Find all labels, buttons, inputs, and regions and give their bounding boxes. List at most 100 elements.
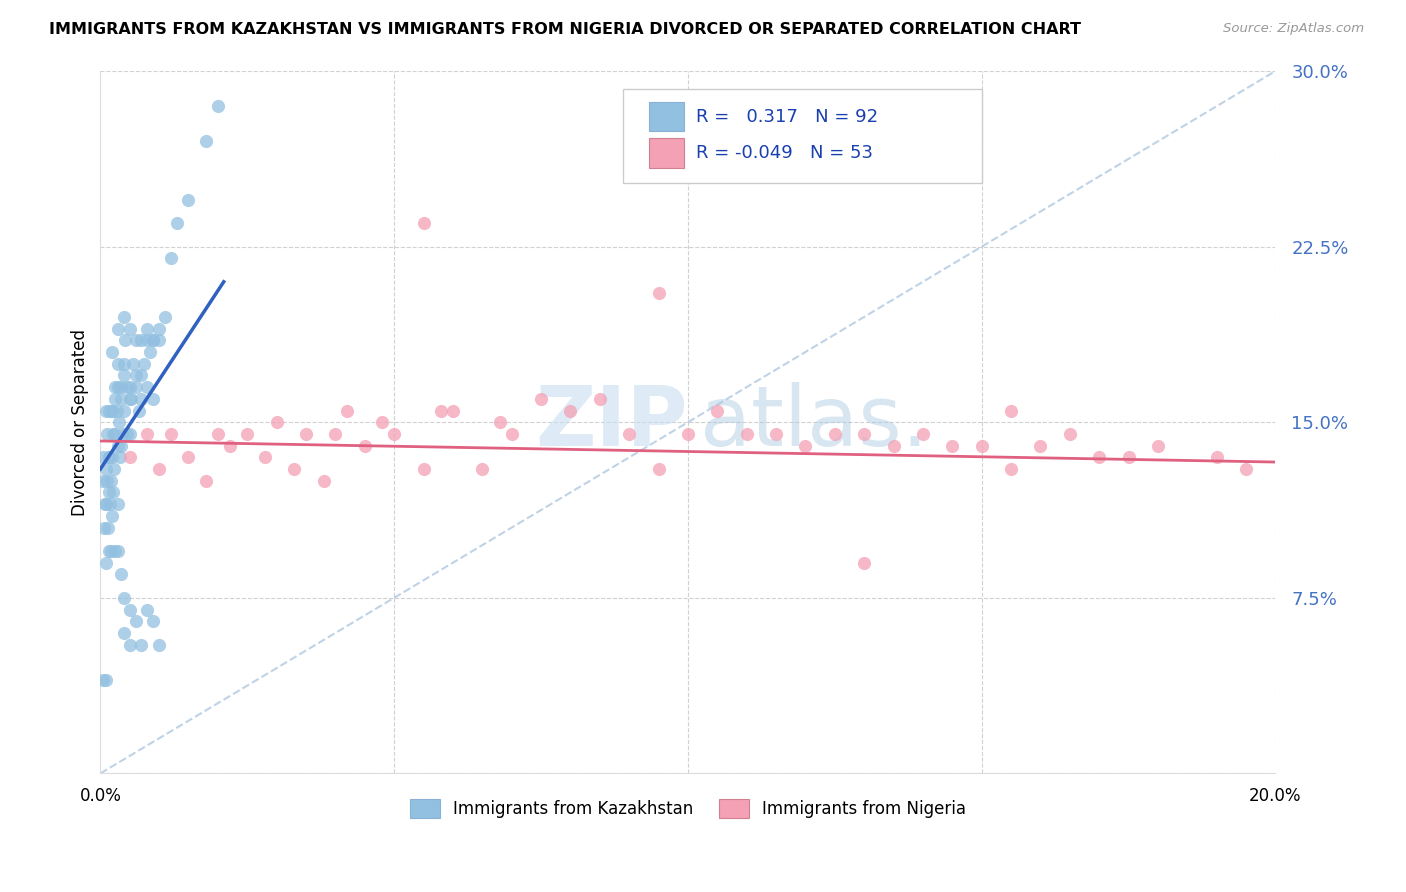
Point: [136, 426, 159, 441]
Point: [124, 380, 146, 394]
Point: [1059, 426, 1081, 441]
Point: [91, 474, 114, 488]
Legend: Immigrants from Kazakhstan, Immigrants from Nigeria: Immigrants from Kazakhstan, Immigrants f…: [404, 792, 973, 825]
Point: [530, 392, 553, 406]
Point: [765, 426, 787, 441]
Point: [195, 474, 218, 488]
Y-axis label: Divorced or Separated: Divorced or Separated: [72, 329, 89, 516]
Point: [735, 426, 758, 441]
Point: [647, 462, 669, 476]
Point: [114, 334, 136, 348]
Point: [98, 450, 121, 465]
Point: [166, 216, 188, 230]
Text: atlas.: atlas.: [700, 382, 928, 463]
Point: [312, 474, 335, 488]
FancyBboxPatch shape: [623, 88, 981, 184]
Point: [142, 334, 165, 348]
Point: [142, 614, 165, 628]
Point: [148, 334, 170, 348]
Point: [382, 426, 405, 441]
Point: [471, 462, 494, 476]
Point: [118, 426, 141, 441]
Point: [96, 426, 118, 441]
Point: [98, 450, 121, 465]
Point: [112, 368, 135, 383]
Point: [824, 426, 846, 441]
Point: [96, 556, 118, 570]
Point: [136, 602, 159, 616]
Point: [112, 591, 135, 605]
Point: [142, 392, 165, 406]
Point: [195, 134, 218, 148]
Point: [1000, 403, 1022, 417]
Point: [148, 638, 170, 652]
Point: [353, 439, 375, 453]
Point: [295, 426, 318, 441]
Point: [101, 403, 124, 417]
Point: [160, 426, 183, 441]
Point: [101, 450, 124, 465]
Point: [118, 392, 141, 406]
Point: [336, 403, 359, 417]
Point: [107, 357, 129, 371]
Point: [121, 357, 143, 371]
Point: [325, 426, 347, 441]
Point: [108, 415, 131, 429]
Point: [430, 403, 453, 417]
Point: [134, 357, 156, 371]
Point: [112, 310, 135, 324]
Point: [647, 286, 669, 301]
Text: Source: ZipAtlas.com: Source: ZipAtlas.com: [1223, 22, 1364, 36]
Point: [676, 426, 699, 441]
Point: [96, 403, 118, 417]
Point: [794, 439, 817, 453]
Point: [970, 439, 993, 453]
Point: [107, 497, 129, 511]
Point: [911, 426, 934, 441]
Point: [103, 462, 125, 476]
Point: [883, 439, 905, 453]
Point: [94, 497, 117, 511]
Point: [617, 426, 640, 441]
Point: [101, 508, 124, 523]
Point: [177, 450, 200, 465]
Point: [253, 450, 276, 465]
Point: [139, 345, 162, 359]
Point: [131, 368, 153, 383]
Point: [100, 474, 122, 488]
Point: [112, 626, 135, 640]
Point: [266, 415, 288, 429]
Point: [1088, 450, 1111, 465]
Point: [98, 485, 121, 500]
Point: [1029, 439, 1052, 453]
Point: [98, 497, 121, 511]
Point: [148, 462, 170, 476]
Point: [96, 474, 118, 488]
Point: [136, 380, 159, 394]
Point: [412, 216, 434, 230]
Point: [118, 638, 141, 652]
Point: [118, 380, 141, 394]
Point: [853, 426, 876, 441]
Point: [111, 426, 134, 441]
Text: IMMIGRANTS FROM KAZAKHSTAN VS IMMIGRANTS FROM NIGERIA DIVORCED OR SEPARATED CORR: IMMIGRANTS FROM KAZAKHSTAN VS IMMIGRANTS…: [49, 22, 1081, 37]
Point: [103, 485, 125, 500]
Point: [110, 439, 132, 453]
Point: [96, 673, 118, 687]
Point: [1147, 439, 1170, 453]
Point: [98, 544, 121, 558]
Point: [118, 321, 141, 335]
Point: [706, 403, 728, 417]
Point: [96, 497, 118, 511]
Point: [104, 426, 127, 441]
Point: [236, 426, 259, 441]
Point: [283, 462, 305, 476]
Point: [1234, 462, 1257, 476]
Text: R = -0.049   N = 53: R = -0.049 N = 53: [696, 145, 873, 162]
Point: [115, 426, 138, 441]
Text: ZIP: ZIP: [536, 382, 688, 463]
Point: [96, 462, 118, 476]
Point: [124, 334, 146, 348]
Point: [589, 392, 612, 406]
Point: [136, 321, 159, 335]
